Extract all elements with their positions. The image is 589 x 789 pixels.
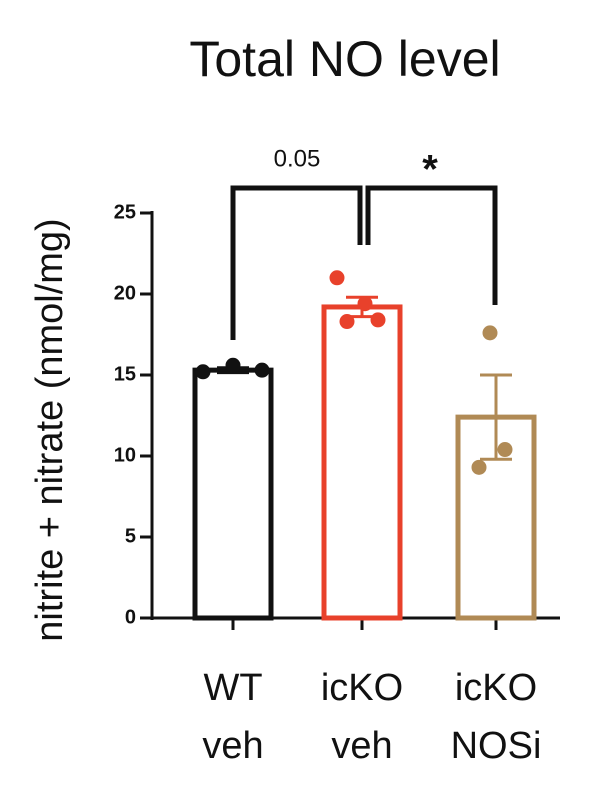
data-point <box>329 270 345 286</box>
y-tick-label: 25 <box>114 201 136 223</box>
data-point <box>471 459 487 475</box>
x-tick-label: veh <box>331 725 392 767</box>
y-axis-label: nitrite + nitrate (nmol/mg) <box>29 218 71 641</box>
x-tick-label: NOSi <box>451 725 542 767</box>
significance-bracket <box>230 185 363 340</box>
significance-bracket <box>365 185 498 305</box>
data-point <box>357 296 373 312</box>
data-point <box>497 442 513 458</box>
y-tick-label: 10 <box>114 444 136 466</box>
x-tick-label: WT <box>203 667 262 709</box>
y-tick-label: 5 <box>125 525 136 547</box>
data-point <box>339 314 355 330</box>
data-point <box>225 357 241 373</box>
bar <box>192 367 274 621</box>
annotation: * <box>422 148 438 192</box>
annotation: 0.05 <box>274 145 321 172</box>
data-point <box>482 325 498 341</box>
data-point <box>195 364 211 380</box>
chart-title: Total NO level <box>189 31 500 87</box>
y-tick-label: 15 <box>114 363 136 385</box>
data-point <box>370 312 386 328</box>
y-tick-label: 20 <box>114 282 136 304</box>
x-tick-label: icKO <box>455 667 537 709</box>
data-point <box>254 362 270 378</box>
bar <box>321 304 403 621</box>
x-tick-label: veh <box>202 725 263 767</box>
y-tick-label: 0 <box>125 606 136 628</box>
x-tick-label: icKO <box>321 667 403 709</box>
